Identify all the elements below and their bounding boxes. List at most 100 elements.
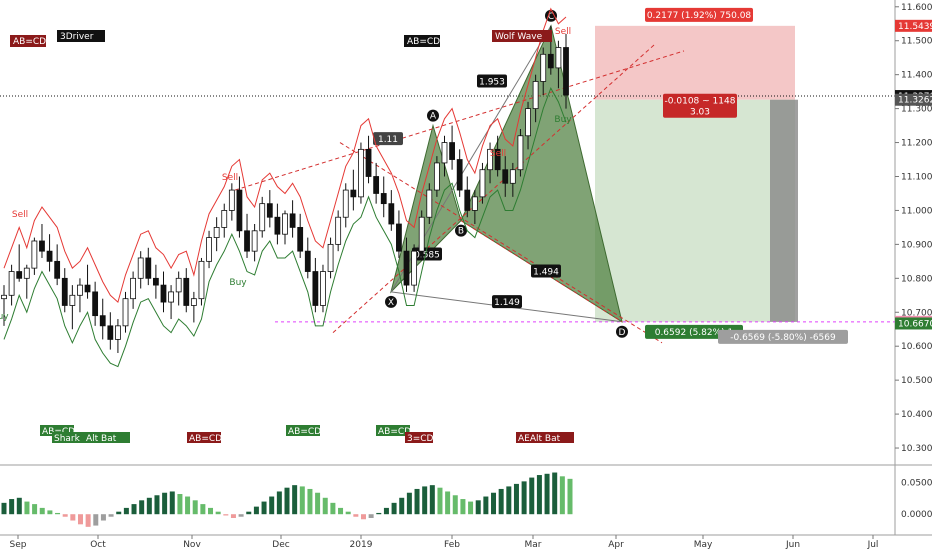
histogram-bar (376, 512, 382, 515)
candlestick-series (1, 25, 569, 353)
pattern-point-marker (427, 109, 439, 122)
histogram-bar (353, 514, 359, 517)
candle-body (274, 216, 281, 235)
histogram-bar (39, 507, 45, 515)
candle-body (509, 169, 516, 184)
price-tag-label: 10.6670 (898, 319, 932, 329)
stop-green-label-text: 0.6592 (5.82%) 1 (655, 328, 734, 338)
pattern-point-label: D (619, 328, 626, 338)
ratio-label-box (477, 74, 507, 88)
candle-body (342, 189, 349, 218)
histogram-bar (536, 475, 542, 515)
candle-body (403, 250, 410, 286)
ratio-label: 1.494 (533, 268, 559, 278)
candle-body (350, 189, 357, 198)
signal-label: Buy (0, 312, 9, 322)
candle-body (327, 243, 334, 272)
histogram-bar (169, 491, 175, 515)
target-label-text: 0.2177 (1.92%) 750.08 (647, 11, 752, 21)
bottom-pattern-box (84, 432, 130, 443)
ratio-label: 1.953 (479, 77, 505, 87)
histogram-bar (230, 514, 236, 518)
histogram-bar (177, 494, 183, 515)
histogram-bar (422, 486, 428, 515)
histogram-bar (368, 514, 374, 518)
candle-body (266, 203, 273, 218)
active-zone (770, 99, 798, 322)
pattern-point-label: X (388, 298, 394, 308)
candle-body (388, 203, 395, 225)
histogram-bar (383, 507, 389, 515)
pattern-name-label: Wolf Wave (495, 32, 543, 42)
histogram-bar (460, 499, 466, 515)
x-tick-label: Mar (525, 540, 542, 550)
candle-body (61, 277, 68, 306)
y-tick-label: 11.1000 (901, 172, 932, 182)
signal-label: Sell (222, 173, 238, 183)
candle-body (433, 162, 440, 191)
candle-body (456, 159, 463, 191)
histogram-bar (62, 514, 68, 517)
candle-body (1, 294, 7, 300)
histogram-bar (55, 512, 61, 515)
pattern-point-marker (385, 295, 397, 308)
histogram-bar (315, 492, 321, 515)
histogram-bar (139, 500, 145, 515)
trend-dashed-lower (332, 43, 656, 334)
price-tag-label: 11.3262 (898, 96, 932, 106)
candle-body (122, 298, 129, 327)
signal-label: Sell (490, 149, 506, 159)
histogram-bar (9, 499, 15, 515)
position-zones (0, 25, 895, 323)
candle-body (312, 271, 319, 306)
candle-body (115, 325, 121, 340)
candle-body (69, 294, 76, 306)
histogram-bar (475, 500, 481, 515)
ratio-label: 0.585 (414, 251, 440, 261)
candle-body (259, 203, 266, 232)
candle-body (168, 291, 174, 303)
histogram-bar (498, 488, 504, 515)
candle-body (46, 250, 53, 262)
sell-band-line (3, 7, 567, 303)
histogram-bar (437, 487, 443, 515)
candle-body (380, 193, 387, 205)
histogram-bar (1, 502, 7, 515)
candle-body (54, 260, 61, 279)
x-tick-label: Apr (608, 540, 624, 550)
histogram-bar (299, 486, 305, 515)
histogram-bar (552, 472, 558, 515)
candle-body (358, 148, 364, 198)
histogram-bar (445, 491, 451, 515)
candle-body (441, 142, 448, 164)
histogram-bar (391, 502, 397, 515)
candle-body (320, 271, 326, 306)
bottom-pattern-label: Shark (54, 434, 81, 444)
histogram-bar (215, 511, 221, 515)
x-tick-label: Jun (785, 540, 800, 550)
pattern-name-label: AB=CD (13, 37, 46, 47)
bottom-pattern-label: AB=CD (189, 434, 222, 444)
signal-label: Buy (229, 278, 247, 288)
histogram-bar (108, 514, 114, 517)
ratio-label-box (492, 295, 522, 309)
candle-body (282, 213, 288, 235)
histogram-bar (567, 478, 573, 515)
y-tick-label: 10.3000 (901, 444, 932, 454)
candle-body (297, 227, 304, 252)
histogram-bar (70, 514, 76, 521)
pattern-xc-line (390, 25, 552, 293)
histogram-bar (246, 511, 252, 515)
candle-body (92, 291, 99, 317)
candle-body (236, 189, 243, 232)
histogram-bar (345, 511, 351, 515)
stop-grey-label-text: -0.6569 (-5.80%) -6569 (730, 333, 836, 343)
candle-body (449, 142, 455, 160)
histogram-bar (154, 495, 160, 515)
oscillator-histogram (1, 472, 573, 527)
histogram-bar (330, 502, 336, 515)
candle-body (373, 176, 380, 194)
